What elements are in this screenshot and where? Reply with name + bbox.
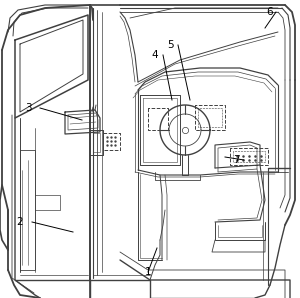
Text: 3: 3 <box>25 103 31 113</box>
Text: 2: 2 <box>17 217 23 227</box>
Text: 6: 6 <box>267 7 273 17</box>
Text: 5: 5 <box>167 40 173 50</box>
Text: 1: 1 <box>145 267 151 277</box>
Text: 4: 4 <box>152 50 158 60</box>
Text: 7: 7 <box>233 155 239 165</box>
